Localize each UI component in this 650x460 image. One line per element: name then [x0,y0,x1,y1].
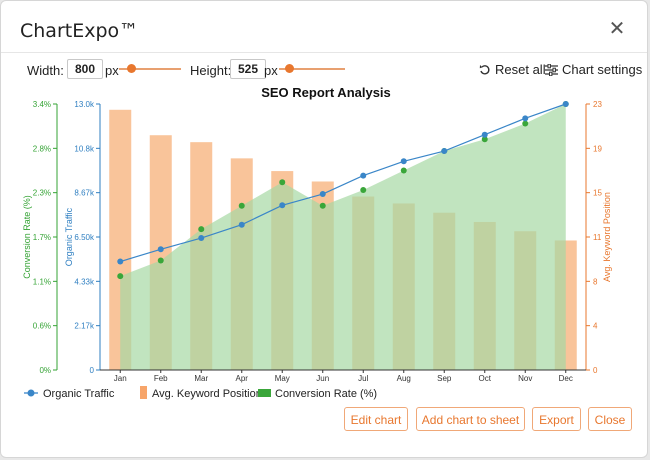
traffic-tick-label: 4.33k [74,277,95,286]
width-slider[interactable] [119,64,181,73]
conversion-tick-label: 0.6% [33,322,51,331]
keyword-tick-label: 8 [593,277,598,286]
conversion-tick-label: 3.4% [33,100,51,109]
traffic-tick-label: 2.17k [74,322,95,331]
legend-keyword-label: Avg. Keyword Position [152,388,262,400]
x-tick-label: Mar [194,374,208,383]
keyword-tick-label: 23 [593,100,602,109]
edit-chart-button[interactable]: Edit chart [344,407,408,431]
keyword-tick-label: 4 [593,322,598,331]
traffic-point [562,101,569,107]
dialog-title: ChartExpo™ [20,20,139,42]
export-button[interactable]: Export [532,407,581,431]
conversion-tick-label: 1.7% [33,233,51,242]
legend-conversion-label: Conversion Rate (%) [275,388,377,400]
traffic-point [117,258,124,265]
traffic-line [120,103,566,263]
conversion-tick-label: 0% [39,366,51,375]
traffic-point [360,172,367,179]
traffic-tick-label: 0 [90,366,95,375]
traffic-point [279,202,286,209]
traffic-point [522,115,529,122]
traffic-tick-label: 13.0k [74,100,95,109]
close-button[interactable]: Close [588,407,632,431]
settings-sliders-icon [545,63,558,76]
reset-all-button[interactable]: Reset all [479,62,546,77]
height-input[interactable] [230,59,266,79]
x-tick-label: Jul [358,374,368,383]
height-label: Height: [190,63,232,78]
x-tick-label: Aug [397,374,411,383]
legend-conversion-swatch [258,389,271,397]
x-tick-label: Nov [518,374,532,383]
legend-traffic-label: Organic Traffic [43,388,115,400]
traffic-point [238,221,245,228]
x-tick-label: Dec [559,374,573,383]
conversion-point [400,167,407,174]
conversion-point [319,202,326,209]
width-input[interactable] [67,59,103,79]
conversion-point [157,257,164,264]
conversion-point [117,273,124,280]
keyword-tick-label: 19 [593,144,602,153]
x-tick-label: Jan [114,374,127,383]
chart-settings-button[interactable]: Chart settings [545,62,642,77]
height-unit: px [264,63,278,78]
conversion-axis-title: Conversion Rate (%) [22,195,32,279]
conversion-point [238,202,245,209]
conversion-point [279,179,286,186]
keyword-axis-title: Avg. Keyword Position [602,192,612,282]
reset-all-label: Reset all [495,62,546,77]
conversion-tick-label: 1.1% [33,277,51,286]
width-unit: px [105,63,119,78]
traffic-point [198,235,205,242]
keyword-tick-label: 11 [593,233,602,242]
x-tick-label: May [275,374,290,383]
traffic-point [481,131,488,138]
conversion-tick-label: 2.8% [33,144,51,153]
chart-settings-label: Chart settings [562,62,643,77]
traffic-point [319,191,326,198]
width-slider-handle[interactable] [127,64,136,73]
close-icon[interactable]: ✕ [608,18,626,40]
conversion-point [522,120,529,127]
x-tick-label: Sep [437,374,452,383]
conversion-point [481,136,488,143]
traffic-tick-label: 10.8k [74,144,95,153]
traffic-axis-title: Organic Traffic [64,207,74,266]
conversion-tick-label: 2.3% [33,189,51,198]
height-slider-handle[interactable] [285,64,294,73]
x-tick-label: Apr [236,374,249,383]
keyword-tick-label: 0 [593,366,598,375]
x-tick-label: Jun [316,374,329,383]
keyword-tick-label: 15 [593,189,602,198]
dialog-header: ChartExpo™ ✕ [1,1,647,53]
add-chart-to-sheet-button[interactable]: Add chart to sheet [416,407,525,431]
traffic-point [441,148,448,155]
legend-traffic-marker [27,389,35,397]
height-slider[interactable] [279,64,345,73]
combo-chart: 0% 0 0 0.6% 2.17k 4 1.1% 4.33k 8 1.7% 6.50k 11 2.3% 8… [22,100,612,400]
reset-icon [479,64,490,75]
conversion-point [360,187,367,194]
traffic-tick-label: 8.67k [74,189,95,198]
x-tick-label: Feb [154,374,168,383]
traffic-point [400,158,407,165]
conversion-point [198,226,205,233]
traffic-point [157,246,164,253]
legend-keyword-swatch [140,386,147,399]
chart-title: SEO Report Analysis [261,85,391,100]
size-toolbar: Width: px Height: px Reset all Chart set… [1,57,647,83]
width-label: Width: [27,63,64,78]
conversion-area [120,104,566,370]
x-tick-label: Oct [479,374,492,383]
traffic-tick-label: 6.50k [74,233,95,242]
